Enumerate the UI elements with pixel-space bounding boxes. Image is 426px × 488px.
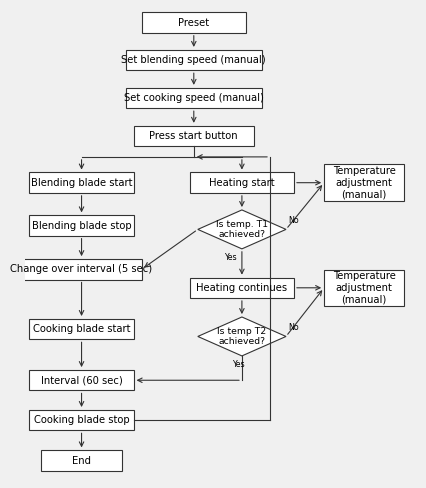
Text: Press start button: Press start button	[149, 131, 238, 141]
FancyBboxPatch shape	[141, 12, 245, 33]
FancyBboxPatch shape	[29, 215, 133, 236]
Text: Heating continues: Heating continues	[196, 283, 287, 293]
Text: Temperature
adjustment
(manual): Temperature adjustment (manual)	[332, 271, 394, 305]
FancyBboxPatch shape	[125, 88, 261, 108]
Text: Yes: Yes	[231, 360, 244, 369]
Text: No: No	[287, 323, 298, 332]
Text: Yes: Yes	[223, 253, 236, 262]
FancyBboxPatch shape	[21, 259, 141, 280]
Text: Interval (60 sec): Interval (60 sec)	[40, 375, 122, 385]
FancyBboxPatch shape	[323, 269, 403, 306]
FancyBboxPatch shape	[41, 450, 121, 471]
Text: Set blending speed (manual): Set blending speed (manual)	[121, 55, 265, 65]
Text: Heating start: Heating start	[209, 178, 274, 188]
FancyBboxPatch shape	[29, 410, 133, 430]
Text: Temperature
adjustment
(manual): Temperature adjustment (manual)	[332, 166, 394, 199]
Text: Is temp T2
achieved?: Is temp T2 achieved?	[217, 327, 266, 346]
Text: Cooking blade stop: Cooking blade stop	[34, 415, 129, 425]
FancyBboxPatch shape	[189, 278, 294, 298]
Text: Set cooking speed (manual): Set cooking speed (manual)	[124, 93, 263, 103]
Polygon shape	[197, 317, 285, 356]
Text: Is temp. T1
achieved?: Is temp. T1 achieved?	[215, 220, 268, 239]
FancyBboxPatch shape	[189, 172, 294, 193]
FancyBboxPatch shape	[125, 50, 261, 70]
Text: Cooking blade start: Cooking blade start	[33, 324, 130, 334]
Text: End: End	[72, 455, 91, 466]
Polygon shape	[197, 210, 285, 249]
Text: Preset: Preset	[178, 18, 209, 28]
Text: No: No	[287, 216, 298, 225]
Text: Blending blade stop: Blending blade stop	[32, 221, 131, 230]
FancyBboxPatch shape	[133, 126, 253, 146]
FancyBboxPatch shape	[29, 319, 133, 339]
FancyBboxPatch shape	[29, 370, 133, 390]
FancyBboxPatch shape	[323, 164, 403, 201]
Text: Blending blade start: Blending blade start	[31, 178, 132, 188]
Text: Change over interval (5 sec): Change over interval (5 sec)	[11, 264, 152, 274]
FancyBboxPatch shape	[29, 172, 133, 193]
